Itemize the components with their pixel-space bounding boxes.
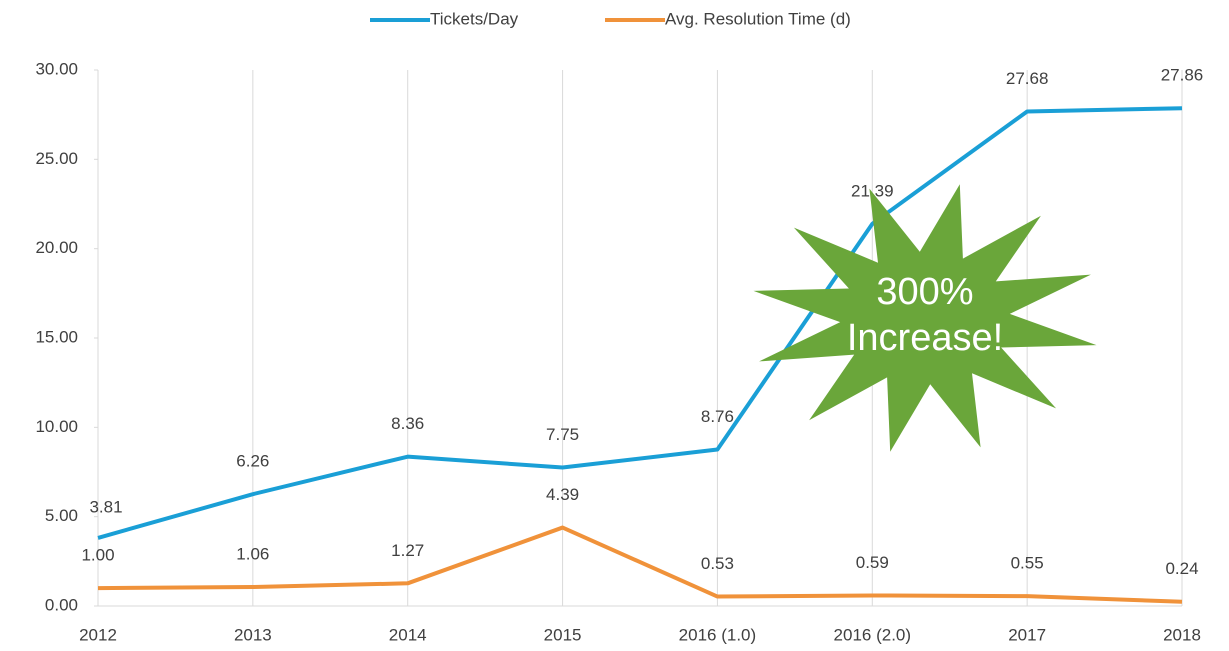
y-tick-label: 30.00 xyxy=(35,59,78,78)
legend-label: Tickets/Day xyxy=(430,9,519,28)
x-tick-label: 2014 xyxy=(389,625,427,644)
x-tick-label: 2016 (1.0) xyxy=(679,625,757,644)
data-label: 21.39 xyxy=(851,181,894,200)
x-tick-label: 2016 (2.0) xyxy=(834,625,912,644)
data-label: 1.06 xyxy=(236,545,269,564)
x-tick-label: 2013 xyxy=(234,625,272,644)
y-tick-label: 25.00 xyxy=(35,149,78,168)
data-label: 0.55 xyxy=(1011,554,1044,573)
annotation: Increase! xyxy=(847,317,1003,359)
data-label: 3.81 xyxy=(89,497,122,516)
x-tick-label: 2012 xyxy=(79,625,117,644)
data-label: 8.76 xyxy=(701,407,734,426)
data-label: 0.53 xyxy=(701,554,734,573)
data-label: 27.86 xyxy=(1161,66,1204,85)
y-tick-label: 0.00 xyxy=(45,595,78,614)
data-label: 6.26 xyxy=(236,452,269,471)
starburst xyxy=(753,184,1097,452)
x-tick-label: 2018 xyxy=(1163,625,1201,644)
data-label: 0.24 xyxy=(1165,559,1198,578)
data-label: 8.36 xyxy=(391,414,424,433)
series-line xyxy=(97,106,1183,540)
y-tick-label: 10.00 xyxy=(35,417,78,436)
data-label: 1.27 xyxy=(391,541,424,560)
data-label: 27.68 xyxy=(1006,69,1049,88)
x-tick-label: 2015 xyxy=(544,625,582,644)
y-tick-label: 5.00 xyxy=(45,506,78,525)
data-label: 1.00 xyxy=(81,546,114,565)
y-tick-label: 20.00 xyxy=(35,238,78,257)
annotation: 300% xyxy=(876,271,973,313)
data-label: 0.59 xyxy=(856,553,889,572)
legend-label: Avg. Resolution Time (d) xyxy=(665,9,851,28)
y-tick-label: 15.00 xyxy=(35,327,78,346)
x-tick-label: 2017 xyxy=(1008,625,1046,644)
data-label: 7.75 xyxy=(546,425,579,444)
data-label: 4.39 xyxy=(546,485,579,504)
series-line xyxy=(97,525,1183,604)
